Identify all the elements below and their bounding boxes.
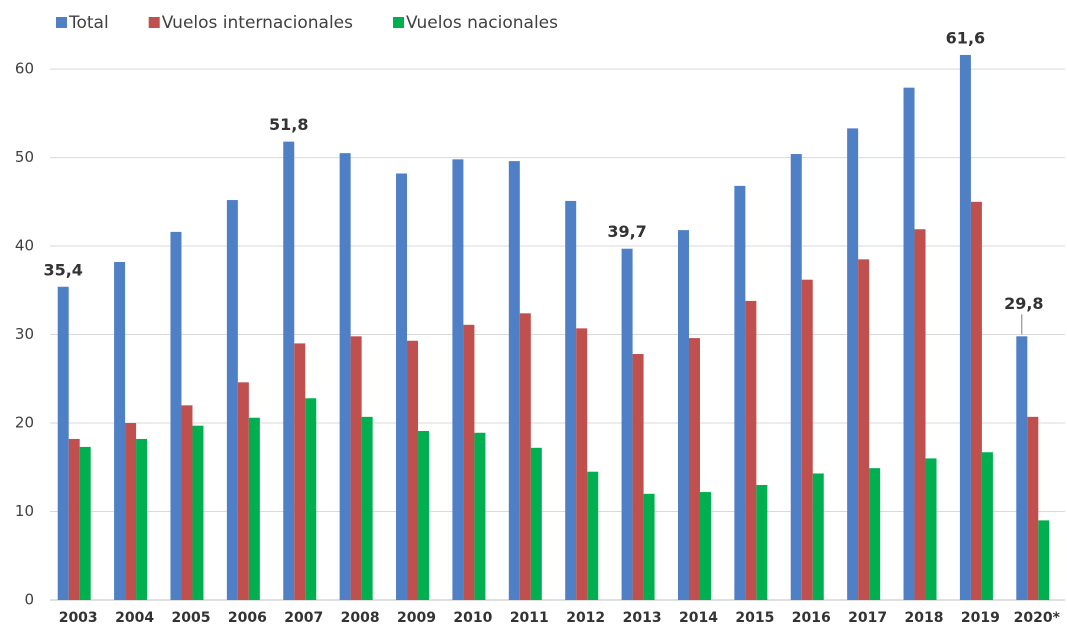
bar — [970, 201, 982, 600]
bar — [587, 471, 599, 600]
bar — [418, 430, 430, 600]
bar — [925, 458, 937, 600]
bar — [226, 200, 238, 601]
bar — [677, 230, 689, 600]
bar — [136, 438, 148, 600]
bar — [812, 473, 824, 600]
bar — [248, 417, 260, 600]
bar — [170, 231, 182, 601]
y-tick-label: 10 — [15, 502, 34, 520]
bar — [294, 343, 306, 600]
bar — [1027, 416, 1039, 600]
bar — [959, 54, 971, 600]
value-label: 61,6 — [946, 28, 985, 47]
bar — [756, 484, 768, 600]
bar — [237, 382, 249, 600]
legend-label: Vuelos nacionales — [406, 13, 558, 33]
x-tick-label: 2013 — [623, 610, 662, 626]
bar — [621, 248, 633, 600]
bar — [790, 154, 802, 600]
bar — [339, 153, 351, 600]
x-tick-label: 2011 — [510, 610, 549, 626]
bar — [305, 398, 317, 600]
bar — [576, 328, 588, 600]
legend-label: Total — [68, 13, 109, 33]
bar — [699, 492, 711, 600]
x-tick-label: 2008 — [341, 610, 380, 626]
legend-swatch — [56, 17, 67, 28]
bar — [565, 200, 577, 600]
value-label: 39,7 — [607, 222, 646, 241]
y-tick-label: 20 — [15, 414, 34, 432]
bar — [530, 447, 542, 600]
bar — [114, 261, 126, 600]
x-tick-label: 2004 — [115, 610, 154, 626]
bar — [361, 416, 373, 600]
bar — [125, 423, 137, 600]
legend-swatch — [393, 17, 405, 28]
legend-swatch — [148, 17, 160, 28]
bar — [903, 87, 915, 600]
bar — [688, 338, 700, 600]
bar — [869, 468, 881, 600]
value-label: 35,4 — [43, 260, 82, 279]
bar — [407, 340, 419, 600]
bar — [79, 446, 91, 600]
bar — [734, 185, 746, 600]
x-tick-label: 2016 — [792, 610, 831, 626]
bar — [181, 405, 193, 600]
x-tick-label: 2009 — [397, 610, 436, 626]
bar — [847, 128, 859, 600]
bar — [396, 173, 408, 600]
x-tick-label: 2017 — [848, 610, 887, 626]
bar — [474, 432, 486, 600]
value-label: 29,8 — [1004, 294, 1043, 313]
x-tick-label: 2003 — [59, 610, 98, 626]
x-tick-label: 2005 — [171, 610, 210, 626]
bar — [1016, 336, 1028, 600]
x-tick-label: 2006 — [228, 610, 267, 626]
bar — [508, 161, 520, 600]
bar — [350, 336, 362, 600]
x-tick-label: 2014 — [679, 610, 718, 626]
y-tick-label: 40 — [15, 237, 34, 255]
x-tick-label: 2007 — [284, 610, 323, 626]
bar — [914, 229, 926, 601]
bar — [981, 452, 993, 600]
y-tick-label: 50 — [15, 148, 34, 166]
bar — [632, 354, 644, 600]
bar — [1038, 520, 1050, 600]
bar — [452, 159, 464, 600]
value-label: 51,8 — [269, 115, 308, 134]
bar — [643, 493, 655, 600]
x-tick-label: 2010 — [453, 610, 492, 626]
x-tick-label: 2018 — [905, 610, 944, 626]
legend-label: Vuelos internacionales — [162, 13, 353, 33]
bar — [57, 286, 69, 600]
bar — [801, 279, 813, 600]
bar — [858, 259, 870, 600]
bar — [68, 438, 80, 600]
y-tick-label: 0 — [24, 591, 34, 609]
bar — [519, 313, 531, 600]
x-tick-label: 2019 — [961, 610, 1000, 626]
bar — [463, 324, 475, 600]
x-tick-label: 2012 — [566, 610, 605, 626]
y-tick-label: 60 — [15, 60, 34, 78]
bar — [745, 300, 757, 600]
x-tick-label: 2020* — [1014, 610, 1061, 626]
bar — [192, 425, 204, 600]
y-tick-label: 30 — [15, 325, 34, 343]
bar — [283, 141, 295, 600]
x-tick-label: 2015 — [735, 610, 774, 626]
